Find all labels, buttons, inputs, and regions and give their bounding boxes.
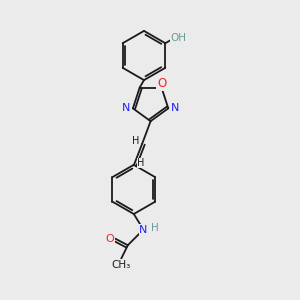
Text: CH₃: CH₃ [112, 260, 131, 270]
Text: H: H [151, 224, 159, 233]
Text: N: N [122, 103, 130, 113]
Text: OH: OH [170, 33, 187, 43]
Text: O: O [105, 234, 114, 244]
Text: H: H [132, 136, 139, 146]
Text: N: N [171, 103, 179, 113]
Text: O: O [157, 77, 166, 90]
Text: N: N [139, 225, 148, 235]
Text: H: H [137, 158, 145, 168]
